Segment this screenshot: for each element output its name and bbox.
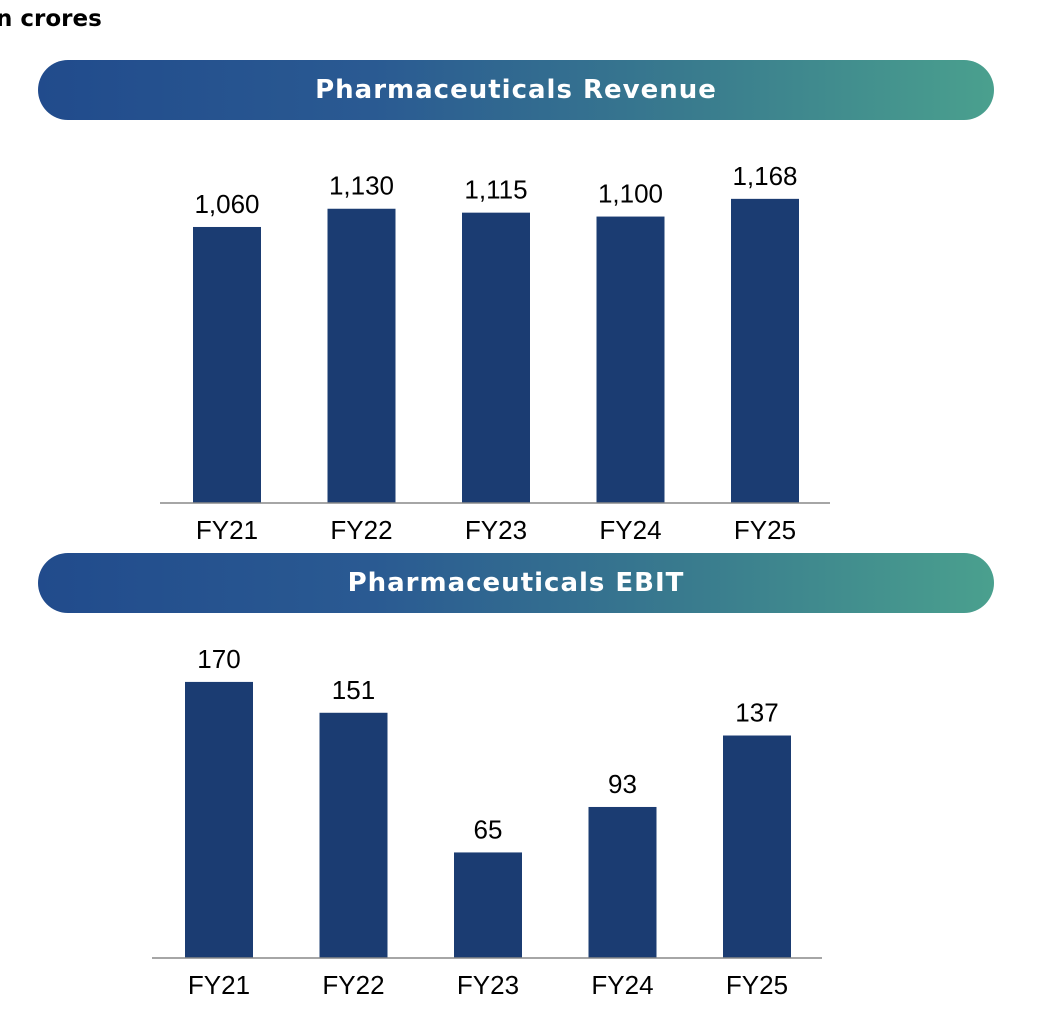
revenue-chart-title: Pharmaceuticals Revenue <box>315 75 717 105</box>
data-label-fy23: 65 <box>474 814 503 844</box>
bar-fy23 <box>454 852 522 958</box>
data-label-fy25: 137 <box>735 698 778 728</box>
data-label-fy25: 1,168 <box>732 161 797 191</box>
bar-fy25 <box>723 735 791 958</box>
tick-label-fy23: FY23 <box>465 515 527 545</box>
tick-label-fy21: FY21 <box>188 970 250 1000</box>
tick-label-fy25: FY25 <box>726 970 788 1000</box>
revenue-chart-banner: Pharmaceuticals Revenue <box>38 60 994 120</box>
data-label-fy21: 1,060 <box>194 189 259 219</box>
revenue-bar-chart: 1,060 FY21 1,130 FY22 1,115 FY23 1,100 FY24 1,16… <box>160 161 830 545</box>
ebit-chart-title: Pharmaceuticals EBIT <box>347 568 685 598</box>
tick-label-fy24: FY24 <box>591 970 653 1000</box>
tick-label-fy25: FY25 <box>734 515 796 545</box>
data-label-fy24: 1,100 <box>598 179 663 209</box>
bar-fy24 <box>596 216 665 503</box>
unit-label: n crores <box>0 6 102 32</box>
bar-fy21 <box>193 226 261 503</box>
bar-fy24 <box>588 806 657 958</box>
data-label-fy22: 151 <box>332 675 375 705</box>
tick-label-fy22: FY22 <box>330 515 392 545</box>
tick-label-fy22: FY22 <box>322 970 384 1000</box>
bar-fy22 <box>319 712 388 958</box>
tick-label-fy23: FY23 <box>457 970 519 1000</box>
data-label-fy22: 1,130 <box>329 171 394 201</box>
tick-label-fy24: FY24 <box>599 515 661 545</box>
bar-fy22 <box>327 208 396 504</box>
data-label-fy24: 93 <box>608 769 637 799</box>
data-label-fy21: 170 <box>197 644 240 674</box>
tick-label-fy21: FY21 <box>196 515 258 545</box>
data-label-fy23: 1,115 <box>464 175 527 205</box>
bar-fy25 <box>731 198 799 504</box>
bar-fy21 <box>185 681 253 958</box>
ebit-bar-chart: 170 FY21 151 FY22 65 FY23 93 FY24 137 FY25 <box>152 644 822 1000</box>
bar-fy23 <box>462 212 530 503</box>
ebit-chart-banner: Pharmaceuticals EBIT <box>38 553 994 613</box>
